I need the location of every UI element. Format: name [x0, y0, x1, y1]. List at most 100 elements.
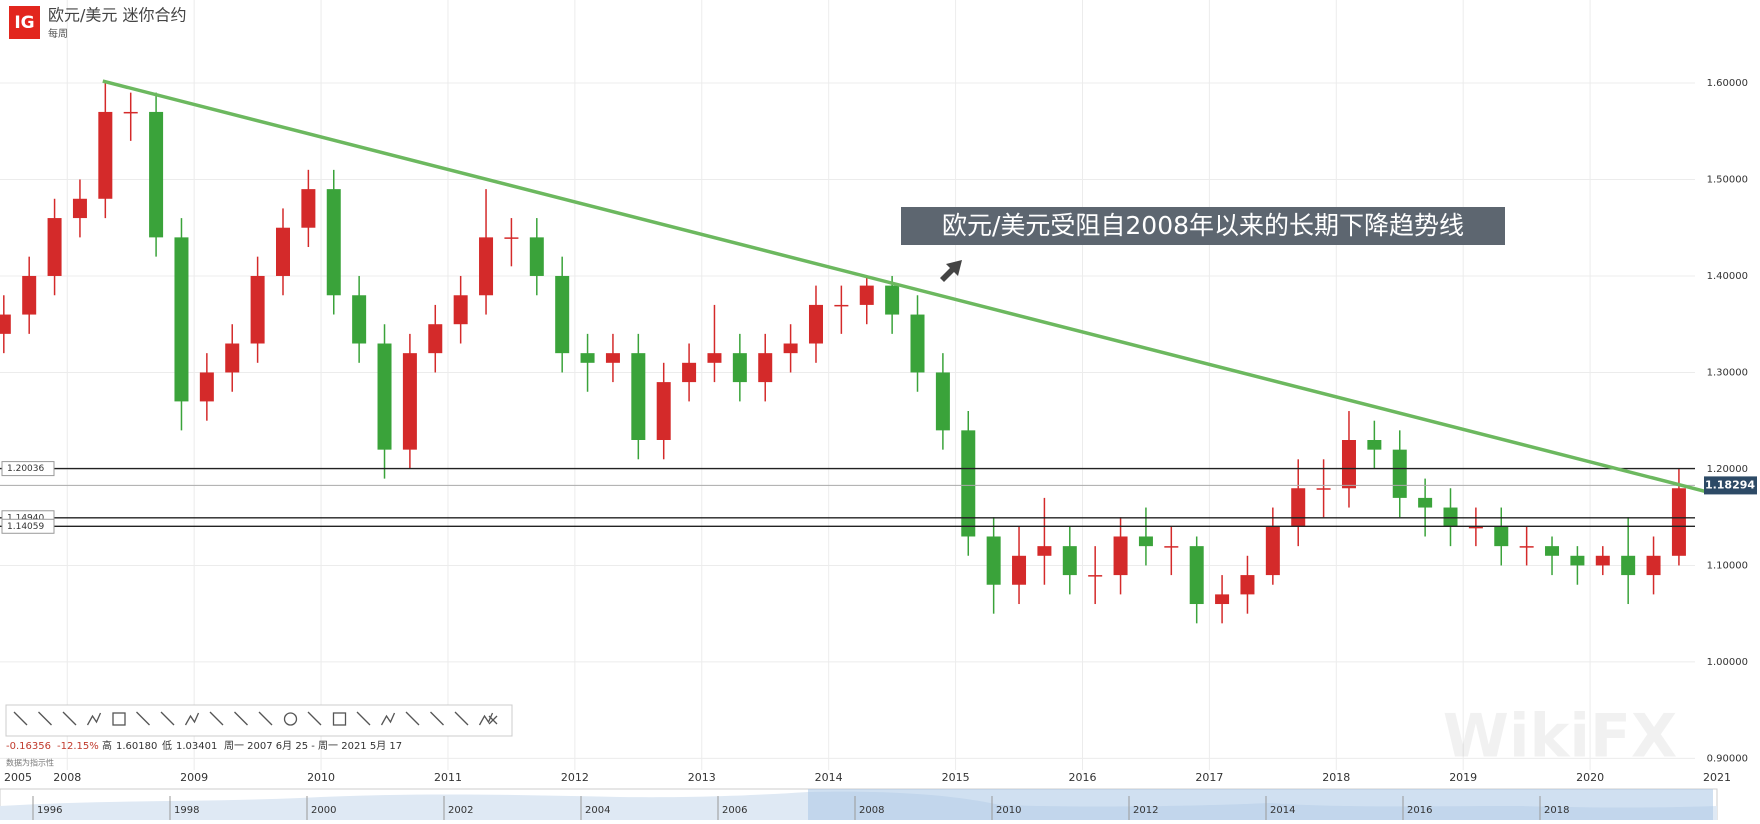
- candle-body: [1291, 488, 1306, 527]
- navigator-label: 2008: [859, 805, 884, 816]
- candle-body: [123, 111, 138, 114]
- level-label: 1.14940: [7, 513, 44, 523]
- navigator-label: 2002: [448, 805, 473, 816]
- navigator-window[interactable]: [808, 789, 1713, 820]
- candle-body: [910, 314, 925, 373]
- candle-body: [72, 198, 87, 219]
- x-tick-label: 2011: [434, 771, 462, 784]
- toolbar-icon[interactable]: [234, 711, 248, 726]
- x-tick-label: 2010: [307, 771, 335, 784]
- candle-body: [98, 111, 113, 199]
- toolbar-close[interactable]: [488, 715, 498, 725]
- toolbar-icon[interactable]: [283, 712, 298, 726]
- x-tick-label: 2014: [815, 771, 843, 784]
- toolbar-icon[interactable]: [112, 712, 126, 726]
- navigator-label: 1996: [37, 805, 62, 816]
- candle-body: [250, 275, 265, 344]
- toolbar-icon[interactable]: [332, 712, 347, 726]
- navigator-label: 2004: [585, 805, 610, 816]
- candle-body: [783, 343, 798, 354]
- y-tick-label: 1.40000: [1707, 271, 1748, 282]
- x-tick-label: 2013: [688, 771, 716, 784]
- candle-body: [1265, 526, 1280, 576]
- candle-body: [47, 218, 62, 276]
- x-tick-label: 2012: [561, 771, 589, 784]
- date-range: 周一 2007 6月 25 - 周一 2021 5月 17: [224, 740, 402, 752]
- toolbar-icon[interactable]: [307, 711, 322, 726]
- drawing-toolbar[interactable]: [5, 704, 513, 737]
- level-label-box: [1, 461, 55, 477]
- x-tick-label: 2018: [1322, 771, 1350, 784]
- toolbar-icon[interactable]: [454, 711, 469, 726]
- candle-body: [1215, 594, 1230, 605]
- note: 数据为指示性: [6, 758, 54, 768]
- candle-body: [1519, 546, 1534, 548]
- candle-body: [1545, 546, 1560, 556]
- candle-body: [174, 237, 189, 402]
- x-axis-start-label: 2005: [4, 771, 32, 784]
- current-price-box: [1704, 476, 1757, 495]
- navigator-label: 1998: [174, 805, 199, 816]
- toolbar-icon[interactable]: [430, 711, 444, 726]
- toolbar-icon[interactable]: [405, 711, 420, 726]
- x-tick-label: 2020: [1576, 771, 1604, 784]
- x-tick-label: 2015: [942, 771, 970, 784]
- candle-body: [656, 382, 671, 440]
- toolbar-icon[interactable]: [62, 711, 77, 726]
- candle-body: [1088, 575, 1103, 577]
- x-tick-label: 2021: [1703, 771, 1731, 784]
- candle-body: [682, 362, 697, 383]
- candle-body: [352, 295, 367, 344]
- toolbar-icon[interactable]: [184, 712, 200, 726]
- candle-body: [935, 372, 950, 431]
- toolbar-icon[interactable]: [356, 711, 371, 726]
- candle-body: [453, 295, 468, 325]
- logo: IG: [14, 13, 34, 33]
- candle-body: [555, 275, 570, 354]
- candle-body: [1037, 546, 1052, 556]
- candle-body: [1367, 440, 1382, 450]
- level-label: 1.14059: [7, 522, 44, 532]
- candle-body: [986, 536, 1001, 585]
- watermark: WikiFX: [1443, 702, 1677, 772]
- toolbar-icon[interactable]: [136, 711, 150, 726]
- toolbar-icon[interactable]: [380, 712, 396, 726]
- candle-body: [605, 353, 620, 363]
- x-tick-label: 2016: [1068, 771, 1096, 784]
- change: -0.16356: [6, 741, 51, 752]
- annotation-box: [901, 207, 1505, 245]
- toolbar-icon[interactable]: [86, 712, 102, 726]
- candle-body: [22, 275, 37, 315]
- low: 1.03401: [176, 741, 217, 752]
- instrument-title: 欧元/美元 迷你合约: [48, 6, 186, 25]
- toolbar-icon[interactable]: [38, 711, 52, 726]
- candle-body: [1012, 555, 1027, 585]
- candle-body: [961, 430, 976, 537]
- candle-body: [631, 353, 646, 440]
- candle-body: [1138, 536, 1153, 547]
- candle-body: [529, 237, 544, 276]
- candle-body: [301, 189, 316, 228]
- candle-body: [402, 353, 417, 450]
- candle-body: [1189, 546, 1204, 605]
- candle-body: [275, 227, 290, 276]
- y-tick-label: 1.20000: [1707, 464, 1748, 475]
- candle-body: [428, 324, 443, 354]
- candle-body: [504, 237, 519, 239]
- candle-body: [758, 353, 773, 383]
- candle-body: [1113, 536, 1128, 576]
- navigator-label: 2012: [1133, 805, 1158, 816]
- candle-body: [732, 353, 747, 383]
- navigator-label: 2000: [311, 805, 336, 816]
- toolbar-icon[interactable]: [13, 711, 28, 726]
- change-pct: -12.15%: [57, 741, 99, 752]
- toolbar-icon[interactable]: [160, 711, 175, 726]
- logo-box: [9, 6, 40, 39]
- toolbar-icon[interactable]: [258, 711, 273, 726]
- high-label: 高: [102, 739, 112, 752]
- toolbar-icon[interactable]: [209, 711, 224, 726]
- candle-body: [885, 285, 900, 315]
- navigator-label: 2014: [1270, 805, 1295, 816]
- candle-body: [580, 353, 595, 363]
